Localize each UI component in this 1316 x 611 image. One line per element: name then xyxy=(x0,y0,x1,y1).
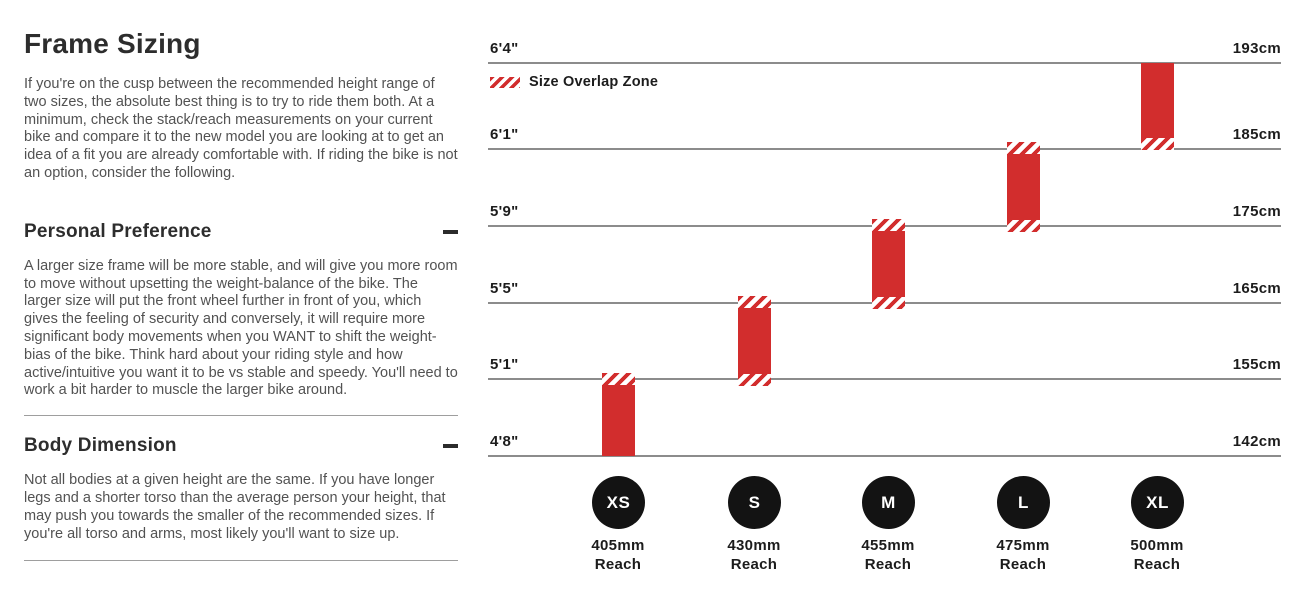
collapse-section-button[interactable] xyxy=(443,440,458,452)
reach-value: 475mm xyxy=(996,537,1050,554)
size-badge-xl: XL xyxy=(1131,476,1184,529)
height-gridline xyxy=(488,378,1281,380)
overlap-zone-bottom xyxy=(1007,220,1040,232)
size-range-bar-xl xyxy=(1141,63,1174,150)
overlap-zone-bottom xyxy=(872,297,905,309)
axis-label-metric: 175cm xyxy=(1232,203,1281,220)
reach-label-xs: 405mm Reach xyxy=(563,536,673,574)
reach-word: Reach xyxy=(594,556,642,573)
minus-icon xyxy=(443,229,458,234)
reach-word: Reach xyxy=(999,556,1047,573)
size-badge-s: S xyxy=(728,476,781,529)
overlap-zone-top xyxy=(602,373,635,385)
axis-label-imperial: 6'4" xyxy=(490,40,519,57)
reach-word: Reach xyxy=(864,556,912,573)
size-badge-xs: XS xyxy=(592,476,645,529)
reach-word: Reach xyxy=(730,556,778,573)
axis-label-imperial: 5'9" xyxy=(490,203,519,220)
collapse-section-button[interactable] xyxy=(443,226,458,238)
reach-word: Reach xyxy=(1133,556,1181,573)
axis-label-metric: 155cm xyxy=(1232,356,1281,373)
axis-label-imperial: 5'5" xyxy=(490,280,519,297)
section-header: Body Dimension xyxy=(24,435,458,457)
height-gridline xyxy=(488,148,1281,150)
article-column: Frame Sizing If you're on the cusp betwe… xyxy=(24,28,458,562)
section-divider xyxy=(24,560,458,562)
reach-value: 405mm xyxy=(591,537,645,554)
axis-label-imperial: 4'8" xyxy=(490,433,519,450)
axis-label-metric: 165cm xyxy=(1232,280,1281,297)
chart-legend: Size Overlap Zone xyxy=(490,74,658,90)
reach-label-m: 455mm Reach xyxy=(833,536,943,574)
overlap-zone-top xyxy=(738,296,771,308)
reach-value: 430mm xyxy=(727,537,781,554)
size-range-bar-s xyxy=(738,296,771,386)
legend-label: Size Overlap Zone xyxy=(529,74,659,90)
section-divider xyxy=(24,415,458,417)
size-badge-l: L xyxy=(997,476,1050,529)
section-heading: Personal Preference xyxy=(24,220,212,242)
size-overlap-zone-swatch-icon xyxy=(490,76,520,88)
intro-paragraph: If you're on the cusp between the recomm… xyxy=(24,76,458,181)
frame-sizing-chart: Size Overlap Zone 6'4" 193cm 6'1" 185cm 5'9"… xyxy=(488,0,1281,590)
height-gridline xyxy=(488,62,1281,64)
overlap-zone-bottom xyxy=(738,374,771,386)
size-range-bar-xs xyxy=(602,373,635,456)
recommended-height-range xyxy=(1141,63,1174,138)
overlap-zone-top xyxy=(872,219,905,231)
axis-label-imperial: 5'1" xyxy=(490,356,519,373)
overlap-zone-top xyxy=(1007,142,1040,154)
recommended-height-range xyxy=(738,308,771,374)
size-range-bar-m xyxy=(872,219,905,309)
section-heading: Body Dimension xyxy=(24,435,177,457)
section-body: A larger size frame will be more stable,… xyxy=(24,257,458,399)
reach-label-xl: 500mm Reach xyxy=(1102,536,1212,574)
section-body-dimension: Body Dimension Not all bodies at a given… xyxy=(24,435,458,562)
overlap-zone-bottom xyxy=(1141,138,1174,150)
reach-value: 455mm xyxy=(861,537,915,554)
minus-icon xyxy=(443,444,458,449)
axis-label-metric: 142cm xyxy=(1232,433,1281,450)
size-range-bar-l xyxy=(1007,142,1040,232)
section-header: Personal Preference xyxy=(24,221,458,243)
recommended-height-range xyxy=(872,231,905,297)
size-badge-m: M xyxy=(862,476,915,529)
section-personal-preference: Personal Preference A larger size frame … xyxy=(24,221,458,417)
page-title: Frame Sizing xyxy=(24,28,201,59)
reach-label-s: 430mm Reach xyxy=(699,536,809,574)
axis-label-metric: 193cm xyxy=(1232,40,1281,57)
recommended-height-range xyxy=(1007,154,1040,220)
section-body: Not all bodies at a given height are the… xyxy=(24,472,446,542)
height-gridline xyxy=(488,455,1281,457)
recommended-height-range xyxy=(602,385,635,456)
reach-label-l: 475mm Reach xyxy=(968,536,1078,574)
axis-label-imperial: 6'1" xyxy=(490,126,519,143)
reach-value: 500mm xyxy=(1130,537,1184,554)
axis-label-metric: 185cm xyxy=(1232,126,1281,143)
